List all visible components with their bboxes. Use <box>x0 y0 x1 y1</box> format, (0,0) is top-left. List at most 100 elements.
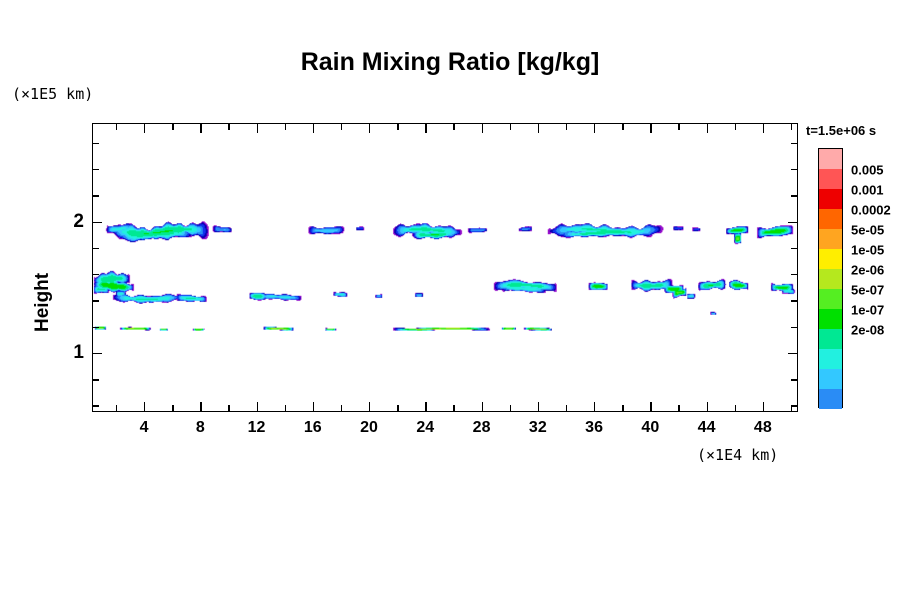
x-tick-top-14 <box>284 123 287 130</box>
y-tick-label: 1 <box>73 341 84 363</box>
x-tick-12 <box>256 402 258 412</box>
y-tick-right-2.2 <box>791 195 798 197</box>
x-tick-14 <box>284 405 287 412</box>
page-title: Rain Mixing Ratio [kg/kg] <box>300 48 600 76</box>
y-tick-right-1.4 <box>791 300 798 302</box>
x-tick-top-42 <box>678 123 680 130</box>
x-tick-label: 36 <box>585 419 603 436</box>
y-axis-title-text: Height <box>32 272 53 332</box>
colorbar-band <box>819 149 842 169</box>
y-tick-right-0.8 <box>791 379 798 381</box>
x-tick-24 <box>425 402 427 412</box>
colorbar-band <box>819 189 842 209</box>
x-tick-top-44 <box>706 123 708 133</box>
x-axis-units-label: (×1E4 km) <box>697 446 779 464</box>
x-tick-label: 12 <box>247 419 266 436</box>
colorbar-tick-label: 0.005 <box>851 162 884 178</box>
x-tick-label: 4 <box>139 419 149 436</box>
y-tick-0.6 <box>92 405 99 407</box>
x-tick-4 <box>144 402 146 412</box>
x-tick-label: 32 <box>528 419 547 436</box>
plot-area <box>92 123 798 412</box>
colorbar-tick-label: 2e-06 <box>851 262 885 278</box>
x-tick-30 <box>509 405 512 412</box>
y-tick-2 <box>92 221 102 223</box>
x-tick-top-36 <box>594 123 596 133</box>
colorbar-band <box>819 209 842 229</box>
x-tick-38 <box>622 405 624 412</box>
x-tick-40 <box>650 402 652 412</box>
y-tick-right-0.6 <box>791 405 798 407</box>
colorbar-tick-label: 1e-07 <box>851 302 885 318</box>
y-tick-right-2.6 <box>791 142 798 145</box>
colorbar-tick-label: 5e-05 <box>851 222 885 238</box>
x-tick-label: 20 <box>360 419 378 436</box>
y-tick-right-1.8 <box>791 247 798 250</box>
x-tick-top-2 <box>115 123 118 130</box>
y-tick-1 <box>92 352 102 355</box>
x-tick-10 <box>228 405 230 412</box>
x-tick-16 <box>312 402 315 412</box>
x-tick-top-24 <box>425 123 427 133</box>
x-tick-48 <box>762 402 765 412</box>
x-tick-46 <box>734 405 737 412</box>
colorbar-band <box>819 289 842 309</box>
x-tick-50 <box>790 405 793 412</box>
x-tick-label: 8 <box>195 419 205 436</box>
y-tick-1.6 <box>92 274 99 276</box>
x-tick-2 <box>115 405 118 412</box>
x-tick-label: 48 <box>753 419 772 436</box>
x-tick-top-8 <box>200 123 202 133</box>
colorbar-tick-label: 1e-05 <box>851 242 885 258</box>
x-tick-top-4 <box>144 123 146 133</box>
colorbar-band <box>819 329 842 349</box>
colorbar-band <box>819 369 842 389</box>
x-tick-36 <box>594 402 596 412</box>
x-tick-top-40 <box>650 123 652 133</box>
colorbar-band <box>819 349 842 369</box>
x-tick-8 <box>200 402 202 412</box>
y-tick-1.8 <box>92 247 99 250</box>
x-tick-label: 40 <box>641 419 660 436</box>
contour-field-canvas <box>93 124 797 411</box>
colorbar-tick-label: 5e-07 <box>851 282 885 298</box>
y-tick-2.6 <box>92 142 99 145</box>
colorbar <box>818 148 843 409</box>
x-tick-26 <box>453 405 455 412</box>
x-tick-top-6 <box>172 123 174 130</box>
x-tick-top-18 <box>340 123 343 130</box>
colorbar-tick-label: 2e-08 <box>851 322 885 338</box>
y-axis-title: Height <box>12 232 53 332</box>
colorbar-band <box>819 309 842 329</box>
x-tick-34 <box>565 405 568 412</box>
x-tick-label: 24 <box>416 419 435 436</box>
x-tick-22 <box>397 405 399 412</box>
x-tick-42 <box>678 405 680 412</box>
y-tick-2.4 <box>92 168 99 171</box>
colorbar-band <box>819 249 842 269</box>
x-tick-top-26 <box>453 123 455 130</box>
x-tick-top-32 <box>537 123 540 133</box>
x-tick-20 <box>369 402 371 412</box>
y-tick-right-1.2 <box>791 326 798 328</box>
colorbar-band <box>819 169 842 189</box>
x-tick-6 <box>172 405 174 412</box>
x-tick-top-10 <box>228 123 230 130</box>
x-tick-top-48 <box>762 123 765 133</box>
x-tick-top-46 <box>734 123 737 130</box>
time-annotation: t=1.5e+06 s <box>806 123 877 138</box>
x-tick-32 <box>537 402 540 412</box>
x-tick-top-38 <box>622 123 624 130</box>
x-tick-top-50 <box>790 123 793 130</box>
x-tick-top-20 <box>369 123 371 133</box>
x-tick-top-12 <box>256 123 258 133</box>
colorbar-tick-label: 0.001 <box>851 182 884 198</box>
colorbar-band <box>819 389 842 409</box>
y-axis-units-label: (×1E5 km) <box>12 85 94 103</box>
x-tick-top-16 <box>312 123 315 133</box>
x-tick-44 <box>706 402 708 412</box>
x-tick-top-22 <box>397 123 399 130</box>
colorbar-band <box>819 269 842 289</box>
colorbar-band <box>819 229 842 249</box>
x-tick-28 <box>481 402 483 412</box>
